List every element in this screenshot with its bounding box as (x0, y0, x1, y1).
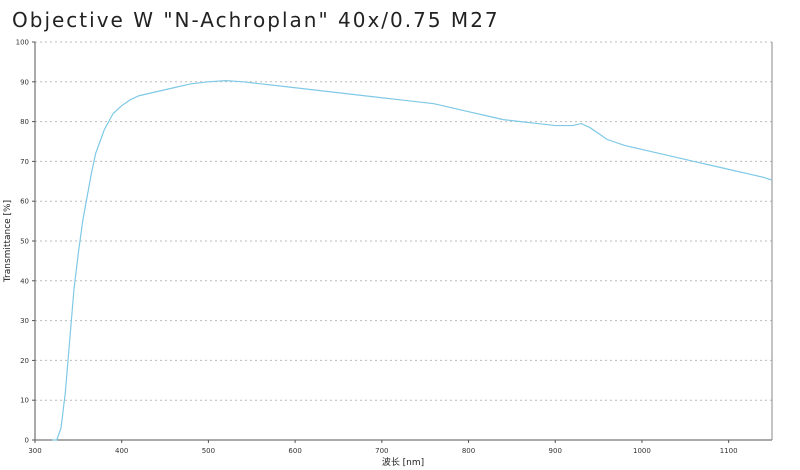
y-tick-label: 10 (20, 397, 29, 405)
y-axis-label: Transmittance [%] (3, 200, 13, 283)
y-tick-label: 40 (20, 277, 29, 285)
x-tick-label: 700 (375, 447, 388, 455)
y-tick-label: 80 (20, 118, 29, 126)
y-tick-label: 70 (20, 158, 29, 166)
y-tick-label: 100 (16, 39, 29, 47)
x-tick-label: 900 (549, 447, 562, 455)
y-tick-label: 50 (20, 238, 29, 246)
x-tick-label: 300 (28, 447, 41, 455)
y-tick-label: 20 (20, 357, 29, 365)
data-line (52, 80, 773, 441)
x-tick-label: 1100 (720, 447, 738, 455)
y-tick-label: 60 (20, 198, 29, 206)
y-tick-label: 30 (20, 317, 29, 325)
x-tick-label: 600 (288, 447, 301, 455)
y-tick-label: 90 (20, 78, 29, 86)
chart-title: Objective W "N-Achroplan" 40x/0.75 M27 (12, 8, 500, 32)
x-tick-label: 500 (202, 447, 215, 455)
x-axis-label: 波长 [nm] (382, 456, 424, 468)
x-tick-label: 800 (462, 447, 475, 455)
x-tick-label: 400 (115, 447, 128, 455)
x-tick-label: 1000 (633, 447, 651, 455)
y-tick-label: 0 (25, 437, 29, 445)
